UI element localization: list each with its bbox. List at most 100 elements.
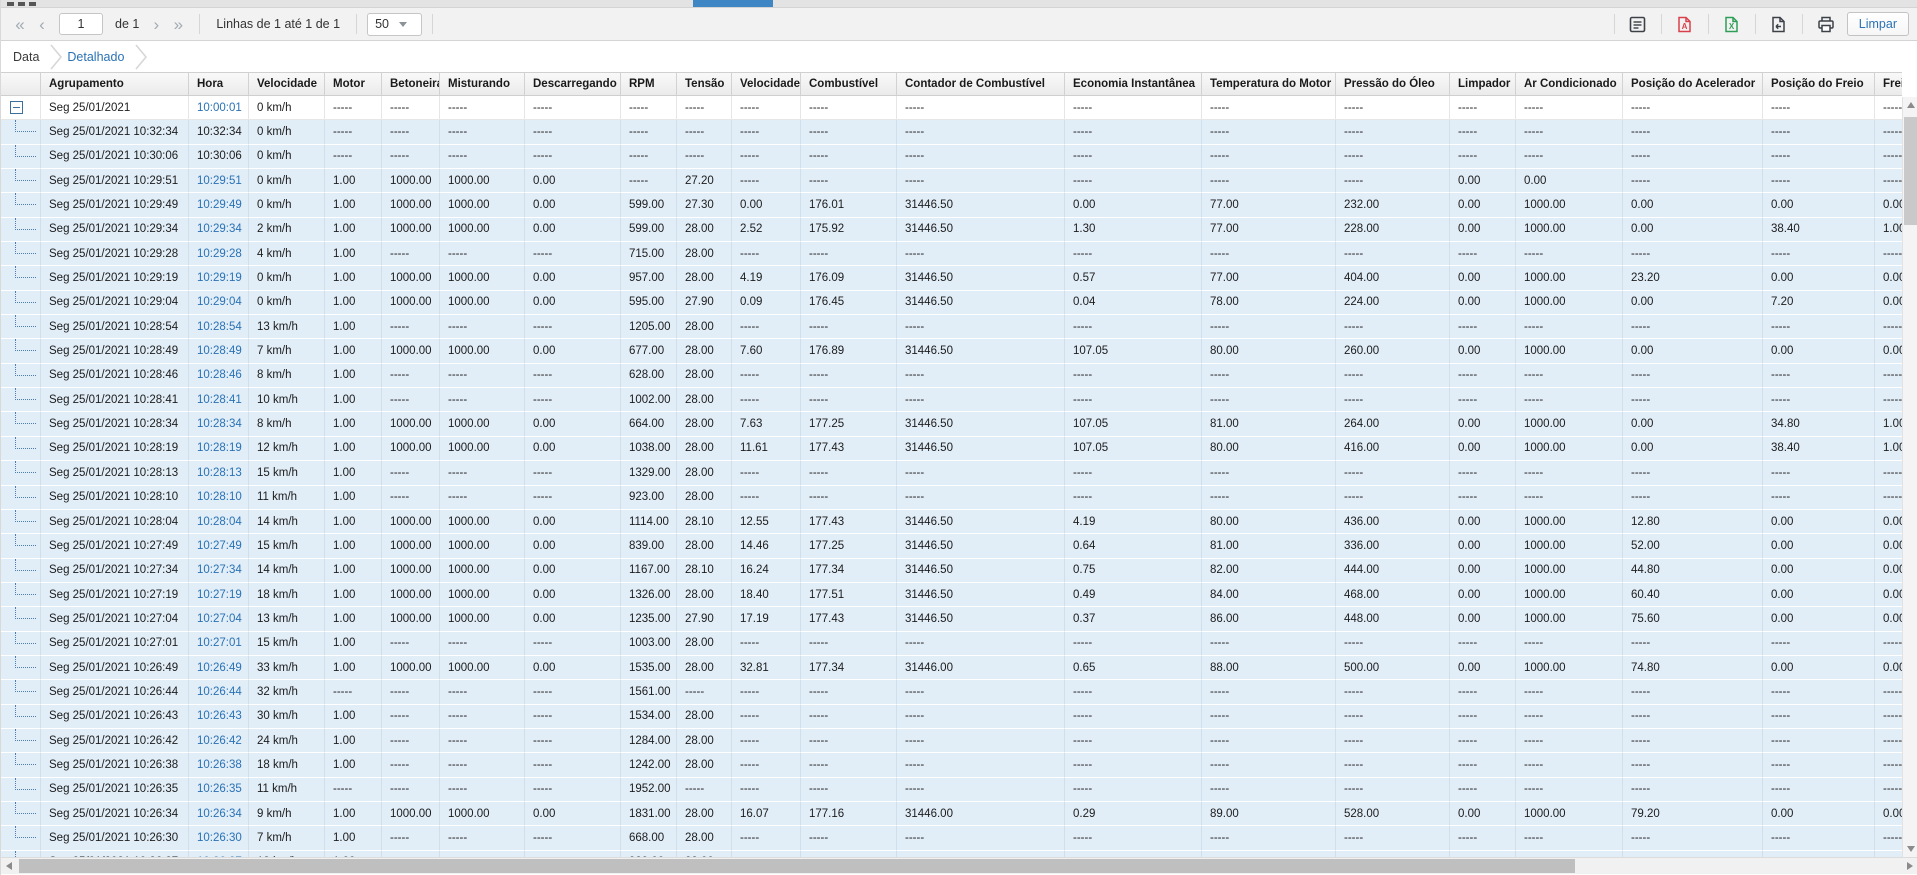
table-row[interactable]: Seg 25/01/2021 10:26:35 10:26:35 11 km/h --… [1, 777, 1902, 802]
table-row[interactable]: Seg 25/01/2021 10:29:49 10:29:49 0 km/h 1.0… [1, 193, 1902, 218]
column-header-motor-4[interactable]: Motor [325, 73, 382, 95]
breadcrumb-item-detalhado[interactable]: Detalhado [67, 49, 125, 64]
first-page-button[interactable]: « [15, 14, 25, 34]
column-header-agrupamento-1[interactable]: Agrupamento [41, 73, 189, 95]
horizontal-scrollbar-thumb[interactable] [19, 859, 1575, 873]
hora-link[interactable]: 10:27:34 [197, 564, 242, 577]
table-row[interactable]: Seg 25/01/2021 10:27:01 10:27:01 15 km/h 1.… [1, 631, 1902, 656]
hora-link[interactable]: 10:28:34 [197, 418, 242, 431]
hora-link[interactable]: 10:29:51 [197, 174, 242, 187]
table-row[interactable]: Seg 25/01/2021 10:26:30 10:26:30 7 km/h 1.0… [1, 826, 1902, 851]
scroll-up-icon[interactable] [1907, 102, 1915, 108]
horizontal-scrollbar[interactable] [1, 857, 1917, 874]
column-header-misturando-6[interactable]: Misturando [440, 73, 525, 95]
table-row[interactable]: Seg 25/01/2021 10:29:19 10:29:19 0 km/h 1.0… [1, 266, 1902, 291]
column-header-freio-20[interactable]: Freio [1875, 73, 1902, 95]
table-row[interactable]: Seg 25/01/2021 10:28:04 10:28:04 14 km/h 1.… [1, 509, 1902, 535]
hora-link[interactable]: 10:29:04 [197, 296, 242, 309]
hora-link[interactable]: 10:26:38 [197, 758, 242, 771]
table-row[interactable]: Seg 25/01/2021 10:28:54 10:28:54 13 km/h 1.… [1, 315, 1902, 340]
hora-link[interactable]: 10:26:44 [197, 685, 242, 698]
table-row[interactable]: Seg 25/01/2021 10:26:27 10:26:27 13 km/h1.… [1, 850, 1902, 857]
breadcrumb-item-data[interactable]: Data [13, 49, 40, 64]
table-row[interactable]: Seg 25/01/2021 10:26:42 10:26:42 24 km/h 1.… [1, 728, 1902, 754]
hora-link[interactable]: 10:27:04 [197, 612, 242, 625]
vertical-scrollbar-thumb[interactable] [1904, 117, 1917, 225]
hora-link[interactable]: 10:26:49 [197, 661, 242, 674]
table-row[interactable]: Seg 25/01/2021 10:00:01 0 km/h ----- ----- --… [1, 96, 1902, 121]
column-header-economia-instantanea-13[interactable]: Economia Instantânea [1065, 73, 1202, 95]
table-row[interactable]: Seg 25/01/2021 10:27:34 10:27:34 14 km/h 1.… [1, 558, 1902, 583]
export-file-icon[interactable] [1766, 12, 1792, 36]
report-icon[interactable] [1625, 12, 1651, 36]
column-header-velocidade-3[interactable]: Velocidade [249, 73, 325, 95]
collapse-node-icon[interactable] [10, 101, 23, 115]
hora-link[interactable]: 10:29:28 [197, 247, 242, 260]
limpar-button[interactable]: Limpar [1846, 12, 1909, 36]
excel-export-icon[interactable]: X [1719, 12, 1745, 36]
hora-link[interactable]: 10:26:27 [197, 856, 242, 857]
hora-link[interactable]: 10:28:13 [197, 466, 242, 479]
column-header-rpm-8[interactable]: RPM [621, 73, 677, 95]
table-row[interactable]: Seg 25/01/2021 10:29:28 10:29:28 4 km/h 1.0… [1, 242, 1902, 267]
table-row[interactable]: Seg 25/01/2021 10:27:04 10:27:04 13 km/h 1.… [1, 607, 1902, 632]
table-row[interactable]: Seg 25/01/2021 10:28:49 10:28:49 7 km/h 1.0… [1, 339, 1902, 364]
hora-link[interactable]: 10:26:42 [197, 734, 242, 747]
hora-link[interactable]: 10:29:19 [197, 272, 242, 285]
page-size-select[interactable]: 50 [367, 12, 423, 36]
table-row[interactable]: Seg 25/01/2021 10:32:34 10:32:34 0 km/h ---… [1, 120, 1902, 145]
hora-link[interactable]: 10:28:04 [197, 515, 242, 528]
hora-link[interactable]: 10:27:01 [197, 637, 242, 650]
hora-link[interactable]: 10:28:54 [197, 320, 242, 333]
hora-link[interactable]: 10:27:19 [197, 588, 242, 601]
table-row[interactable]: Seg 25/01/2021 10:29:51 10:29:51 0 km/h 1.0… [1, 169, 1902, 194]
column-header-hora-2[interactable]: Hora [189, 73, 249, 95]
hora-link[interactable]: 10:29:34 [197, 223, 242, 236]
hora-link[interactable]: 10:28:10 [197, 491, 242, 504]
table-row[interactable]: Seg 25/01/2021 10:26:44 10:26:44 32 km/h --… [1, 680, 1902, 705]
prev-page-button[interactable]: ‹ [39, 14, 45, 34]
column-header-ar-condicionado-17[interactable]: Ar Condicionado [1516, 73, 1623, 95]
table-row[interactable]: Seg 25/01/2021 10:28:19 10:28:19 12 km/h 1.… [1, 436, 1902, 462]
table-row[interactable]: Seg 25/01/2021 10:27:19 10:27:19 18 km/h 1.… [1, 582, 1902, 608]
vertical-scrollbar[interactable] [1902, 97, 1917, 857]
column-header-contador-de-combustivel-12[interactable]: Contador de Combustível [897, 73, 1065, 95]
column-header-posicao-do-acelerador-18[interactable]: Posição do Acelerador [1623, 73, 1763, 95]
hora-link[interactable]: 10:26:43 [197, 710, 242, 723]
table-row[interactable]: Seg 25/01/2021 10:28:41 10:28:41 10 km/h 1.… [1, 388, 1902, 413]
column-header-tensao-9[interactable]: Tensão [677, 73, 732, 95]
hora-link[interactable]: 10:28:41 [197, 393, 242, 406]
table-row[interactable]: Seg 25/01/2021 10:28:13 10:28:13 15 km/h 1.… [1, 461, 1902, 486]
column-header-temperatura-do-motor-14[interactable]: Temperatura do Motor [1202, 73, 1336, 95]
table-row[interactable]: Seg 25/01/2021 10:30:06 10:30:06 0 km/h ---… [1, 144, 1902, 170]
table-row[interactable]: Seg 25/01/2021 10:29:04 10:29:04 0 km/h 1.0… [1, 290, 1902, 316]
hora-link[interactable]: 10:29:49 [197, 199, 242, 212]
next-page-button[interactable]: › [153, 14, 160, 34]
print-icon[interactable] [1813, 12, 1839, 36]
scroll-right-icon[interactable] [1907, 862, 1913, 870]
page-number-input[interactable] [59, 13, 103, 35]
table-row[interactable]: Seg 25/01/2021 10:28:34 10:28:34 8 km/h 1.0… [1, 412, 1902, 437]
table-row[interactable]: Seg 25/01/2021 10:28:46 10:28:46 8 km/h 1.0… [1, 363, 1902, 389]
last-page-button[interactable]: » [173, 14, 184, 34]
column-header-combustivel-11[interactable]: Combustível [801, 73, 897, 95]
column-header-limpador-16[interactable]: Limpador [1450, 73, 1516, 95]
column-header-velocidade-10[interactable]: Velocidade [732, 73, 801, 95]
column-header-betoneira-5[interactable]: Betoneira [382, 73, 440, 95]
table-row[interactable]: Seg 25/01/2021 10:27:49 10:27:49 15 km/h 1.… [1, 534, 1902, 559]
table-row[interactable]: Seg 25/01/2021 10:26:43 10:26:43 30 km/h 1.… [1, 704, 1902, 729]
table-row[interactable]: Seg 25/01/2021 10:29:34 10:29:34 2 km/h 1.0… [1, 217, 1902, 243]
column-header-pressao-do-oleo-15[interactable]: Pressão do Óleo [1336, 73, 1450, 95]
table-row[interactable]: Seg 25/01/2021 10:28:10 10:28:10 11 km/h 1.… [1, 485, 1902, 510]
scroll-down-icon[interactable] [1907, 846, 1915, 852]
table-row[interactable]: Seg 25/01/2021 10:26:38 10:26:38 18 km/h 1.… [1, 753, 1902, 778]
hora-link[interactable]: 10:26:30 [197, 831, 242, 844]
column-header-descarregando-7[interactable]: Descarregando [525, 73, 621, 95]
hora-link[interactable]: 10:26:35 [197, 783, 242, 796]
table-row[interactable]: Seg 25/01/2021 10:26:34 10:26:34 9 km/h 1.0… [1, 801, 1902, 827]
column-header-posicao-do-freio-19[interactable]: Posição do Freio [1763, 73, 1875, 95]
hora-link[interactable]: 10:00:01 [197, 101, 242, 114]
hora-link[interactable]: 10:28:49 [197, 345, 242, 358]
hora-link[interactable]: 10:26:34 [197, 807, 242, 820]
hora-link[interactable]: 10:27:49 [197, 539, 242, 552]
